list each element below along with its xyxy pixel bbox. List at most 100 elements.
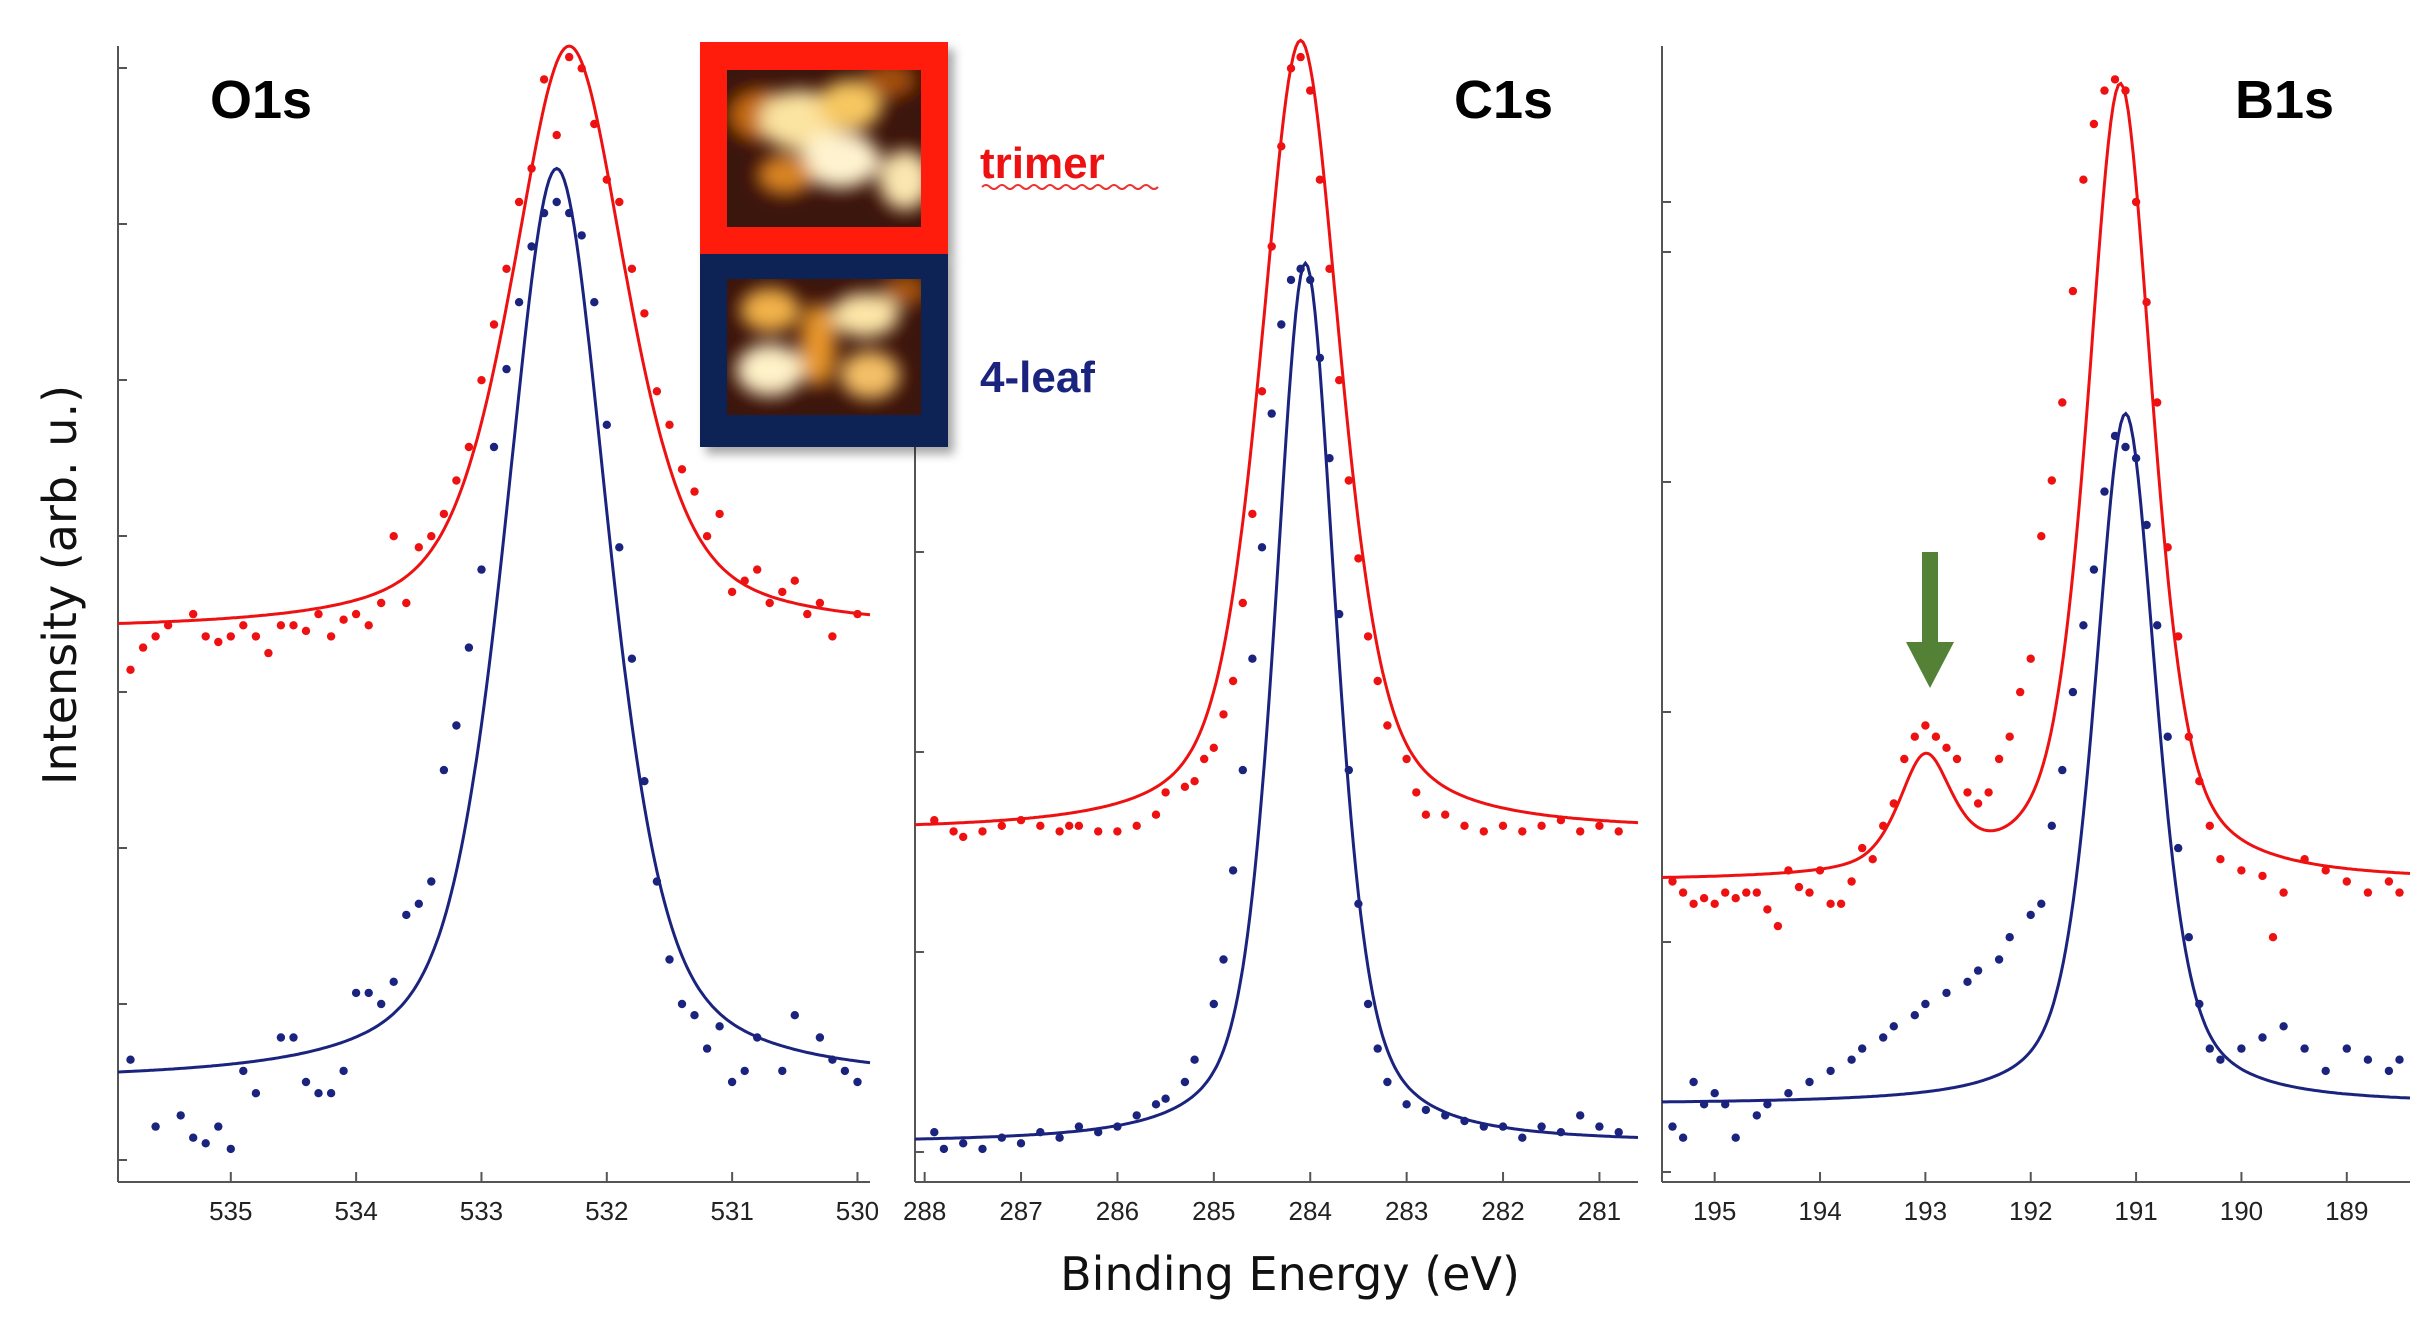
data-point-trimer	[1325, 264, 1334, 273]
c1s-series	[914, 38, 1639, 1154]
data-point-trimer	[2110, 75, 2120, 84]
data-point-4-leaf	[2100, 487, 2109, 496]
data-point-trimer	[2005, 732, 2014, 741]
data-point-4-leaf	[640, 777, 649, 786]
b1s-panel-title: B1s	[2235, 70, 2334, 130]
fourleaf-molecule-blobs	[736, 279, 921, 399]
data-point-trimer	[1752, 888, 1762, 897]
data-point-trimer	[1479, 827, 1489, 836]
data-point-trimer	[803, 609, 812, 619]
x-tick-label: 194	[1798, 1196, 1841, 1226]
data-point-trimer	[1238, 598, 1248, 608]
data-point-4-leaf	[1421, 1105, 1431, 1115]
data-point-trimer	[1721, 888, 1730, 897]
data-point-4-leaf	[402, 910, 411, 920]
data-point-4-leaf	[1731, 1133, 1740, 1142]
data-point-4-leaf	[577, 231, 586, 240]
data-point-trimer	[765, 598, 774, 608]
data-point-4-leaf	[2110, 431, 2120, 441]
data-point-4-leaf	[1994, 955, 2004, 964]
data-point-4-leaf	[464, 643, 474, 652]
data-point-trimer	[615, 197, 624, 207]
data-point-trimer	[1942, 743, 1951, 752]
data-point-trimer	[1335, 376, 1344, 385]
data-point-4-leaf	[1132, 1111, 1141, 1120]
x-tick-label: 195	[1693, 1196, 1736, 1226]
data-point-trimer	[1412, 788, 1421, 797]
data-point-trimer	[1815, 866, 1825, 875]
data-point-trimer	[301, 626, 311, 636]
data-point-4-leaf	[1678, 1133, 1688, 1142]
data-point-trimer	[314, 609, 323, 619]
data-point-trimer	[2184, 732, 2193, 741]
x-tick-label: 281	[1578, 1196, 1621, 1226]
x-tick-label: 189	[2325, 1196, 2368, 1226]
fit-curve-trimer	[117, 44, 871, 625]
data-point-4-leaf	[1784, 1089, 1793, 1098]
data-point-4-leaf	[1963, 977, 1972, 986]
data-point-trimer	[1556, 816, 1566, 825]
x-tick-label: 531	[710, 1196, 753, 1226]
data-point-4-leaf	[1286, 275, 1296, 285]
data-point-4-leaf	[1074, 1122, 1084, 1131]
data-point-trimer	[1267, 242, 1276, 251]
data-point-trimer	[1858, 843, 1867, 853]
data-point-4-leaf	[1094, 1128, 1103, 1137]
c1s-panel-title: C1s	[1454, 70, 1553, 130]
data-point-4-leaf	[930, 1128, 939, 1137]
fit-curve-4-leaf	[914, 260, 1639, 1141]
data-point-trimer	[289, 621, 298, 630]
data-point-trimer	[1836, 899, 1846, 908]
data-point-trimer	[189, 609, 198, 619]
data-point-trimer	[1055, 827, 1064, 836]
data-point-trimer	[1710, 899, 1719, 908]
x-tick-label: 193	[1904, 1196, 1947, 1226]
data-point-4-leaf	[2037, 899, 2046, 908]
peak-arrow-icon	[1906, 552, 1954, 688]
x-tick-label: 192	[2009, 1196, 2052, 1226]
data-point-trimer	[778, 587, 787, 597]
data-point-4-leaf	[1325, 454, 1334, 463]
data-point-trimer	[1344, 476, 1354, 485]
fit-curve-4-leaf	[1662, 411, 2411, 1104]
data-point-4-leaf	[2058, 765, 2067, 775]
data-point-trimer	[2121, 86, 2130, 95]
data-point-trimer	[251, 632, 261, 641]
x-tick-label: 283	[1385, 1196, 1428, 1226]
data-point-trimer	[727, 587, 737, 597]
legend-label-trimer: trimer	[980, 139, 1105, 188]
data-point-trimer	[1678, 888, 1688, 897]
data-point-trimer	[997, 821, 1006, 830]
data-point-trimer	[1354, 554, 1363, 563]
data-point-trimer	[514, 197, 524, 207]
data-point-4-leaf	[2195, 999, 2204, 1009]
y-axis-title: Intensity (arb. u.)	[33, 385, 87, 785]
data-point-trimer	[527, 164, 536, 173]
data-point-trimer	[1016, 816, 1026, 825]
data-point-4-leaf	[690, 1011, 699, 1020]
data-point-trimer	[815, 598, 825, 608]
b1s-series	[1661, 75, 2411, 1142]
data-point-trimer	[1180, 782, 1190, 791]
data-point-4-leaf	[1180, 1077, 1190, 1087]
data-point-4-leaf	[439, 765, 449, 775]
data-point-4-leaf	[2258, 1033, 2267, 1042]
data-point-trimer	[2163, 543, 2172, 552]
data-point-4-leaf	[715, 1022, 724, 1031]
data-point-4-leaf	[840, 1066, 850, 1076]
data-point-4-leaf	[2363, 1055, 2373, 1064]
x-tick-label: 287	[999, 1196, 1042, 1226]
data-point-trimer	[552, 130, 561, 140]
o1s-y-ticks	[118, 67, 127, 1161]
data-point-trimer	[2195, 777, 2204, 786]
data-point-trimer	[1209, 743, 1219, 752]
data-point-4-leaf	[2184, 933, 2193, 942]
data-point-trimer	[2342, 877, 2351, 886]
data-point-trimer	[1306, 86, 1315, 95]
data-point-trimer	[959, 832, 968, 842]
data-point-trimer	[1460, 821, 1469, 830]
data-point-trimer	[326, 632, 336, 641]
legend: trimer 4-leaf	[700, 42, 1159, 447]
data-point-trimer	[1931, 732, 1941, 741]
legend-swatch-fourleaf	[700, 254, 948, 447]
